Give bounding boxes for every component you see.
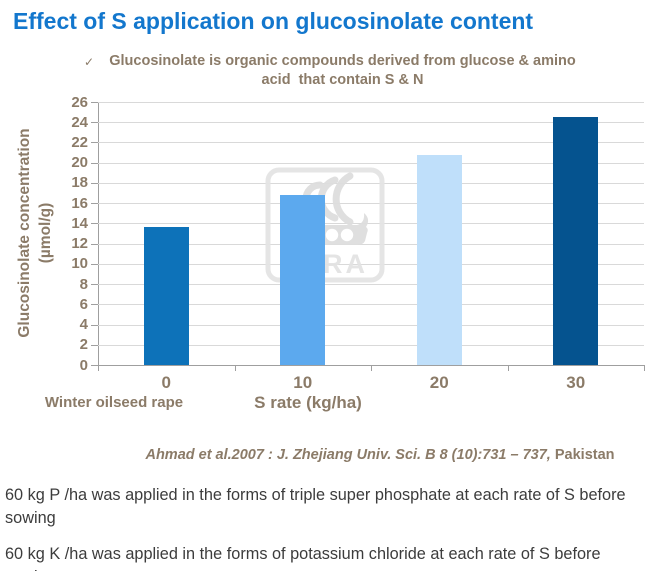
gridline bbox=[98, 203, 644, 205]
gridline bbox=[98, 284, 644, 286]
x-tick-label: 0 bbox=[161, 373, 171, 392]
subtitle: Glucosinolate is organic compounds deriv… bbox=[60, 52, 625, 90]
bar-30 bbox=[553, 117, 599, 365]
x-annotation: Winter oilseed rape bbox=[44, 394, 184, 411]
y-tick-label: 18 bbox=[71, 174, 88, 192]
y-tick-mark bbox=[91, 304, 98, 306]
gridline bbox=[98, 324, 644, 326]
y-tick-label: 14 bbox=[71, 214, 88, 232]
x-tick-mark bbox=[98, 365, 99, 371]
gridline bbox=[98, 142, 644, 144]
footnotes: 60 kg P /ha was applied in the forms of … bbox=[5, 484, 630, 571]
x-tick-mark bbox=[644, 365, 645, 371]
page-title: Effect of S application on glucosinolate… bbox=[13, 8, 534, 34]
x-tick-label: 30 bbox=[566, 373, 586, 392]
y-tick-mark bbox=[91, 102, 98, 103]
y-tick-label: 10 bbox=[71, 255, 88, 273]
citation: Ahmad et al.2007 : J. Zhejiang Univ. Sci… bbox=[105, 447, 655, 463]
bar-20 bbox=[416, 154, 462, 365]
y-tick-mark bbox=[91, 203, 98, 205]
x-axis-line bbox=[91, 365, 644, 366]
citation-plain: Pakistan bbox=[550, 447, 615, 463]
gridline bbox=[98, 263, 644, 265]
footnote-p: 60 kg P /ha was applied in the forms of … bbox=[5, 486, 626, 527]
y-tick-mark bbox=[91, 162, 98, 164]
y-axis-line bbox=[98, 102, 99, 365]
subtitle-line2: acid that contain S & N bbox=[261, 72, 424, 88]
gridline bbox=[98, 344, 644, 346]
bar-10 bbox=[280, 195, 326, 365]
y-tick-label: 8 bbox=[79, 275, 88, 293]
y-tick-mark bbox=[91, 365, 98, 366]
x-tick-label: 10 bbox=[293, 373, 313, 392]
y-tick-mark bbox=[91, 284, 98, 286]
gridline bbox=[98, 122, 644, 124]
gridline bbox=[98, 243, 644, 245]
y-tick-mark bbox=[91, 263, 98, 265]
y-tick-label: 16 bbox=[71, 194, 88, 212]
subtitle-line1: Glucosinolate is organic compounds deriv… bbox=[109, 53, 576, 69]
gridline bbox=[98, 182, 644, 184]
y-tick-label: 24 bbox=[71, 113, 88, 131]
y-tick-label: 6 bbox=[79, 295, 88, 313]
footnote-k: 60 kg K /ha was applied in the forms of … bbox=[5, 545, 601, 571]
y-tick-label: 20 bbox=[71, 154, 88, 172]
check-icon: ✓ bbox=[84, 55, 95, 69]
x-tick-mark bbox=[371, 365, 372, 371]
x-tick-mark bbox=[507, 365, 509, 371]
x-axis-label: S rate (kg/ha) bbox=[254, 393, 362, 412]
gridline bbox=[98, 102, 644, 103]
y-tick-mark bbox=[91, 243, 98, 245]
y-tick-mark bbox=[91, 182, 98, 184]
y-tick-label: 4 bbox=[79, 316, 88, 334]
y-tick-label: 22 bbox=[71, 133, 88, 151]
x-tick-mark bbox=[234, 365, 236, 371]
y-tick-label: 2 bbox=[79, 336, 88, 354]
y-tick-mark bbox=[91, 223, 98, 225]
y-tick-mark bbox=[91, 344, 98, 346]
y-tick-mark bbox=[91, 324, 98, 326]
y-tick-label: 26 bbox=[71, 93, 88, 111]
gridline bbox=[98, 304, 644, 306]
gridline bbox=[98, 162, 644, 164]
y-tick-label: 12 bbox=[71, 235, 88, 253]
y-tick-mark bbox=[91, 142, 98, 144]
bar-0 bbox=[143, 227, 189, 365]
citation-italic: Ahmad et al.2007 : J. Zhejiang Univ. Sci… bbox=[145, 447, 551, 463]
gridline bbox=[98, 223, 644, 225]
y-tick-mark bbox=[91, 122, 98, 124]
y-tick-label: 0 bbox=[79, 356, 88, 374]
x-tick-label: 20 bbox=[429, 373, 449, 392]
